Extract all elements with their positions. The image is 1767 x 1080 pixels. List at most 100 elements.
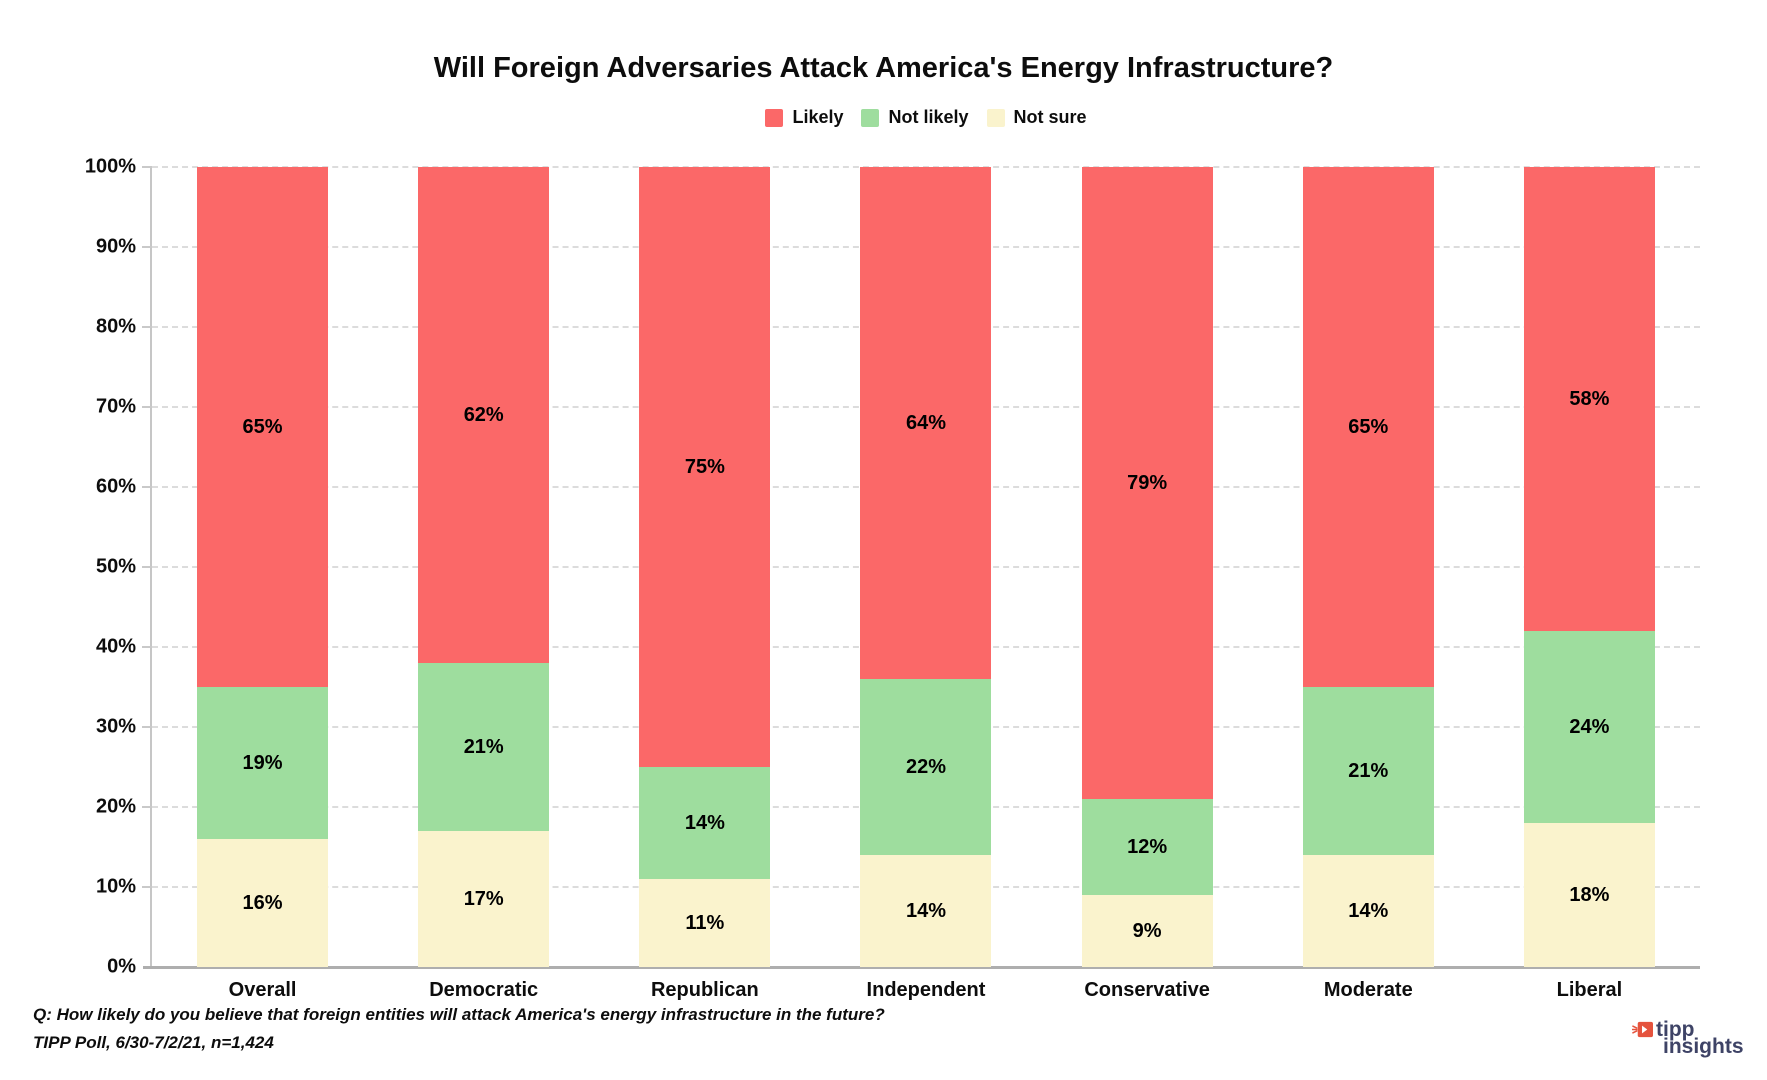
legend-label: Not sure — [1013, 107, 1087, 127]
x-axis-labels: Overall Democratic Republican Independent Co… — [152, 979, 1700, 1002]
bar-segment-not-sure: 17% — [418, 831, 550, 967]
segment-value-label: 24% — [1569, 715, 1610, 738]
x-axis-baseline — [143, 966, 1700, 969]
bar-segment-likely: 62% — [418, 167, 550, 663]
y-tick-mark — [142, 886, 152, 888]
segment-value-label: 64% — [905, 411, 946, 434]
y-tick-label: 90% — [95, 235, 136, 258]
y-tick-mark — [142, 326, 152, 328]
bar-segment-not-likely: 14% — [639, 767, 771, 879]
bar-segment-not-sure: 11% — [639, 879, 771, 967]
segment-value-label: 11% — [685, 911, 725, 934]
segment-value-label: 22% — [905, 755, 946, 778]
bar-column: 58% 24% 18% — [1479, 167, 1700, 967]
y-tick-mark — [142, 646, 152, 648]
bar-segment-not-sure: 9% — [1081, 895, 1213, 967]
bar-column: 79% 12% 9% — [1037, 167, 1258, 967]
y-tick-mark — [142, 806, 152, 808]
segment-value-label: 19% — [242, 751, 283, 774]
segment-value-label: 14% — [1348, 899, 1389, 922]
bar-segment-not-likely: 19% — [197, 687, 329, 839]
bar-column: 65% 21% 14% — [1258, 167, 1479, 967]
x-axis-label: Conservative — [1084, 979, 1210, 1001]
x-axis-label: Independent — [866, 979, 986, 1001]
legend-swatch — [986, 108, 1005, 127]
legend-item: Not sure — [986, 107, 1087, 128]
legend-item: Not likely — [861, 107, 969, 128]
segment-value-label: 21% — [1348, 759, 1389, 782]
x-axis-label: Liberal — [1556, 979, 1623, 1001]
y-tick-label: 10% — [95, 875, 136, 898]
y-tick-label: 80% — [95, 315, 136, 338]
bar-segment-not-likely: 21% — [418, 663, 550, 831]
bar-segment-not-sure: 16% — [197, 839, 329, 967]
bar-column: 65% 19% 16% — [152, 167, 373, 967]
bar-segment-likely: 79% — [1081, 167, 1213, 799]
segment-value-label: 58% — [1569, 387, 1610, 410]
bars-container: 65% 19% 16% 62% 21% 17% 75% 14% 11% 64% 22% 14% 79% 1… — [152, 167, 1700, 967]
segment-value-label: 65% — [1348, 415, 1389, 438]
bar-segment-not-likely: 12% — [1081, 799, 1213, 895]
stacked-bar: 79% 12% 9% — [1081, 167, 1213, 967]
tipp-insights-logo: tipp insights — [1632, 1019, 1744, 1058]
y-tick-label: 60% — [95, 475, 136, 498]
y-tick-label: 70% — [95, 395, 136, 418]
segment-value-label: 21% — [463, 735, 504, 758]
footnote-question: Q: How likely do you believe that foreig… — [33, 1005, 885, 1024]
bar-segment-not-sure: 18% — [1523, 823, 1655, 967]
y-tick-mark — [142, 406, 152, 408]
bar-column: 64% 22% 14% — [815, 167, 1036, 967]
y-tick-label: 50% — [95, 555, 136, 578]
stacked-bar: 64% 22% 14% — [860, 167, 992, 967]
y-tick-label: 30% — [95, 715, 136, 738]
x-axis-label: Republican — [650, 979, 759, 1001]
segment-value-label: 79% — [1127, 471, 1168, 494]
y-tick-mark — [142, 726, 152, 728]
y-tick-mark — [142, 246, 152, 248]
brand-text-insights: insights — [1663, 1035, 1744, 1058]
y-tick-label: 40% — [95, 635, 136, 658]
legend-label: Likely — [792, 107, 844, 127]
stacked-bar: 75% 14% 11% — [639, 167, 771, 967]
segment-value-label: 14% — [905, 899, 946, 922]
y-tick-mark — [142, 166, 152, 168]
segment-value-label: 14% — [684, 811, 725, 834]
bar-segment-not-likely: 24% — [1523, 631, 1655, 823]
y-tick-label: 100% — [84, 155, 136, 178]
bar-segment-not-sure: 14% — [860, 855, 992, 967]
bar-column: 62% 21% 17% — [373, 167, 594, 967]
legend: Likely Not likely Not sure — [152, 107, 1700, 128]
bar-segment-not-sure: 14% — [1302, 855, 1434, 967]
segment-value-label: 65% — [242, 415, 283, 438]
x-axis-label: Overall — [228, 979, 297, 1001]
bar-segment-likely: 64% — [860, 167, 992, 679]
stacked-bar: 65% 21% 14% — [1302, 167, 1434, 967]
y-tick-label: 20% — [95, 795, 136, 818]
legend-label: Not likely — [888, 107, 969, 127]
plot-area: 65% 19% 16% 62% 21% 17% 75% 14% 11% 64% 22% 14% 79% 1… — [142, 166, 1700, 969]
x-axis-label: Moderate — [1323, 979, 1413, 1001]
x-axis-label: Democratic — [429, 979, 539, 1001]
bar-segment-likely: 75% — [639, 167, 771, 767]
segment-value-label: 9% — [1132, 919, 1162, 942]
bar-segment-not-likely: 22% — [860, 679, 992, 855]
segment-value-label: 62% — [463, 403, 504, 426]
tipp-logo-arrow-icon — [1632, 1019, 1653, 1040]
bar-segment-not-likely: 21% — [1302, 687, 1434, 855]
stacked-bar: 58% 24% 18% — [1523, 167, 1655, 967]
y-tick-mark — [142, 486, 152, 488]
segment-value-label: 18% — [1569, 883, 1610, 906]
y-tick-label: 0% — [107, 955, 136, 978]
bar-segment-likely: 58% — [1523, 167, 1655, 631]
stacked-bar: 65% 19% 16% — [197, 167, 329, 967]
legend-item: Likely — [765, 107, 843, 128]
segment-value-label: 17% — [463, 887, 504, 910]
bar-segment-likely: 65% — [197, 167, 329, 687]
segment-value-label: 75% — [684, 455, 725, 478]
y-tick-mark — [142, 566, 152, 568]
segment-value-label: 12% — [1127, 835, 1168, 858]
y-axis-labels: 0% 10% 20% 30% 40% 50% 60% 70% 80% 90% 100% — [0, 156, 136, 978]
stacked-bar: 62% 21% 17% — [418, 167, 550, 967]
footnote-source: TIPP Poll, 6/30-7/2/21, n=1,424 — [33, 1033, 274, 1052]
